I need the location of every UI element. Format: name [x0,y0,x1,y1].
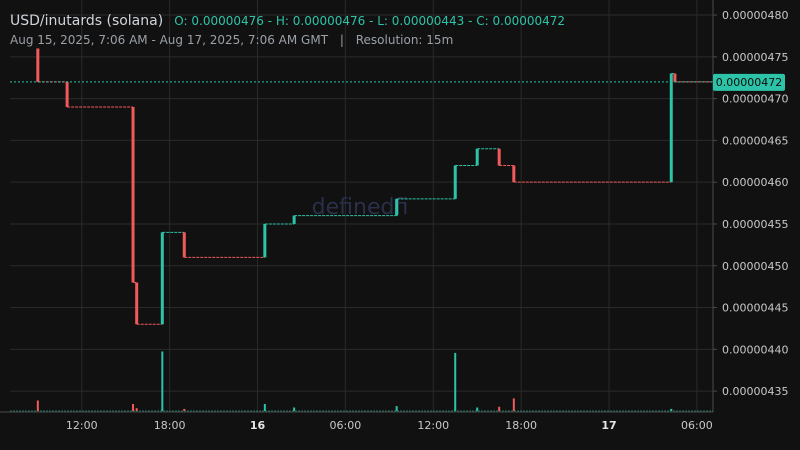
resolution-label: Resolution: 15m [355,33,454,47]
y-tick-label: 0.00000460 [722,176,788,189]
grid-lines [10,0,713,412]
volume-bar [395,406,398,411]
y-tick-label: 0.00000475 [722,51,788,64]
x-tick-label: 06:00 [681,419,713,432]
candle-body [182,232,186,258]
y-tick-label: 0.00000480 [722,9,788,22]
volume-bar [132,404,135,411]
volume-bar [454,352,457,411]
candle-body [292,215,296,224]
x-tick-label: 17 [601,419,616,432]
chart-header: USD/inutards (solana) O: 0.00000476 - H:… [10,10,565,29]
ohlc-readout: O: 0.00000476 - H: 0.00000476 - L: 0.000… [174,14,566,28]
x-tick-label: 12:00 [66,419,98,432]
volume-bar [670,408,673,411]
x-tick-label: 16 [250,419,266,432]
y-tick-label: 0.00000450 [722,260,788,273]
last-price-marker: 0.00000472 [10,73,785,91]
volume-bar [135,408,138,411]
last-price-label: 0.00000472 [716,76,782,89]
candle-body [36,48,40,82]
date-range: Aug 15, 2025, 7:06 AM - Aug 17, 2025, 7:… [10,33,329,47]
x-tick-label: 06:00 [330,419,362,432]
y-tick-label: 0.00000470 [722,93,788,106]
volume-bar [293,407,296,411]
volume-bar [36,400,39,411]
candle-body [669,73,673,183]
x-tick-label: 18:00 [154,419,186,432]
price-axis[interactable]: 0.00000480 0.00000475 0.00000470 0.00000465… [713,9,788,398]
y-tick-label: 0.00000455 [722,218,788,231]
separator: | [339,33,344,47]
candle-body [475,148,479,166]
candle-body [512,165,516,183]
candle-body [131,106,135,283]
candle-body [263,223,267,258]
x-tick-label: 12:00 [417,419,449,432]
watermark: definedfi [312,195,409,220]
y-tick-label: 0.00000435 [722,385,788,398]
last-price-tag [713,73,785,91]
candle-body [65,81,69,107]
volume-bar [498,406,501,411]
volume-bar [476,407,479,411]
volume-bars [10,351,713,412]
chart-subheader: Aug 15, 2025, 7:06 AM - Aug 17, 2025, 7:… [10,33,453,47]
volume-bar [183,408,186,411]
candles [36,48,713,325]
volume-bar [263,404,266,411]
candle-body [395,198,399,216]
candle-body [135,282,139,325]
candle-body [160,232,164,325]
pair-title: USD/inutards (solana) [10,13,164,29]
y-tick-label: 0.00000445 [722,302,788,315]
candle-body [497,148,501,166]
x-tick-label: 18:00 [505,419,537,432]
time-axis[interactable]: 12:00 18:00 16 06:00 12:00 18:00 17 06:00 [0,411,713,432]
volume-bar [512,398,515,411]
y-tick-label: 0.00000440 [722,343,788,356]
volume-bar [161,351,164,411]
candle-body [673,73,677,82]
y-tick-label: 0.00000465 [722,134,788,147]
candle-body [453,165,457,199]
